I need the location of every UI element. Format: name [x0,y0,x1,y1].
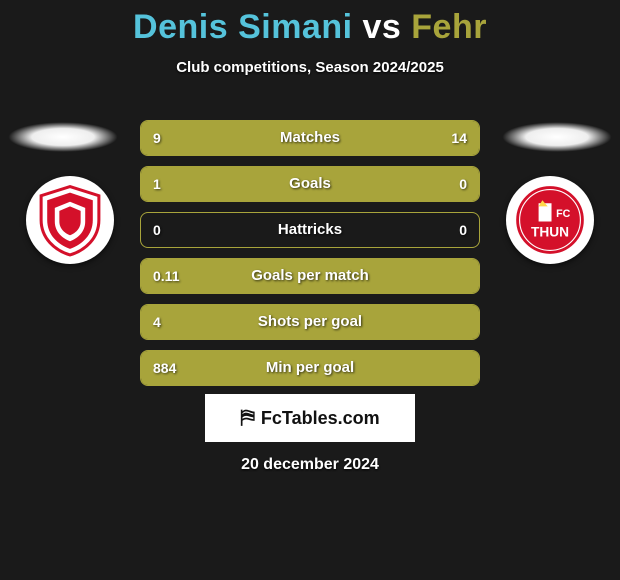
bar-row-hattricks: 0 Hattricks 0 [140,212,480,248]
bar-row-matches: 9 Matches 14 [140,120,480,156]
fc-thun-crest-icon: THUN FC [512,182,588,258]
comparison-bars: 9 Matches 14 1 Goals 0 0 Hattricks 0 0.1… [140,120,480,396]
branding-text: FcTables.com [261,408,380,429]
halo-right [502,122,612,152]
bar-label: Goals [141,167,479,201]
team-badge-right: THUN FC [506,176,594,264]
bar-label: Matches [141,121,479,155]
vaduz-crest-icon [32,182,108,258]
player2-name: Fehr [411,8,487,46]
player1-name: Denis Simani [133,8,353,46]
date-text: 20 december 2024 [0,456,620,474]
svg-text:FC: FC [556,208,570,220]
team-badge-left [26,176,114,264]
vs-text: vs [363,8,402,46]
page-title: Denis Simani vs Fehr [0,0,620,47]
bar-label: Goals per match [141,259,479,293]
bar-val-right: 0 [459,167,467,201]
bar-label: Hattricks [141,213,479,247]
fctables-logo-icon: ⛿ [240,407,255,430]
bar-row-goals-per-match: 0.11 Goals per match [140,258,480,294]
bar-label: Min per goal [141,351,479,385]
bar-row-goals: 1 Goals 0 [140,166,480,202]
bar-label: Shots per goal [141,305,479,339]
branding-box: ⛿ FcTables.com [205,394,415,442]
bar-val-right: 14 [451,121,467,155]
halo-left [8,122,118,152]
svg-text:THUN: THUN [531,225,569,240]
bar-val-right: 0 [459,213,467,247]
bar-row-shots-per-goal: 4 Shots per goal [140,304,480,340]
bar-row-min-per-goal: 884 Min per goal [140,350,480,386]
subtitle: Club competitions, Season 2024/2025 [0,59,620,76]
